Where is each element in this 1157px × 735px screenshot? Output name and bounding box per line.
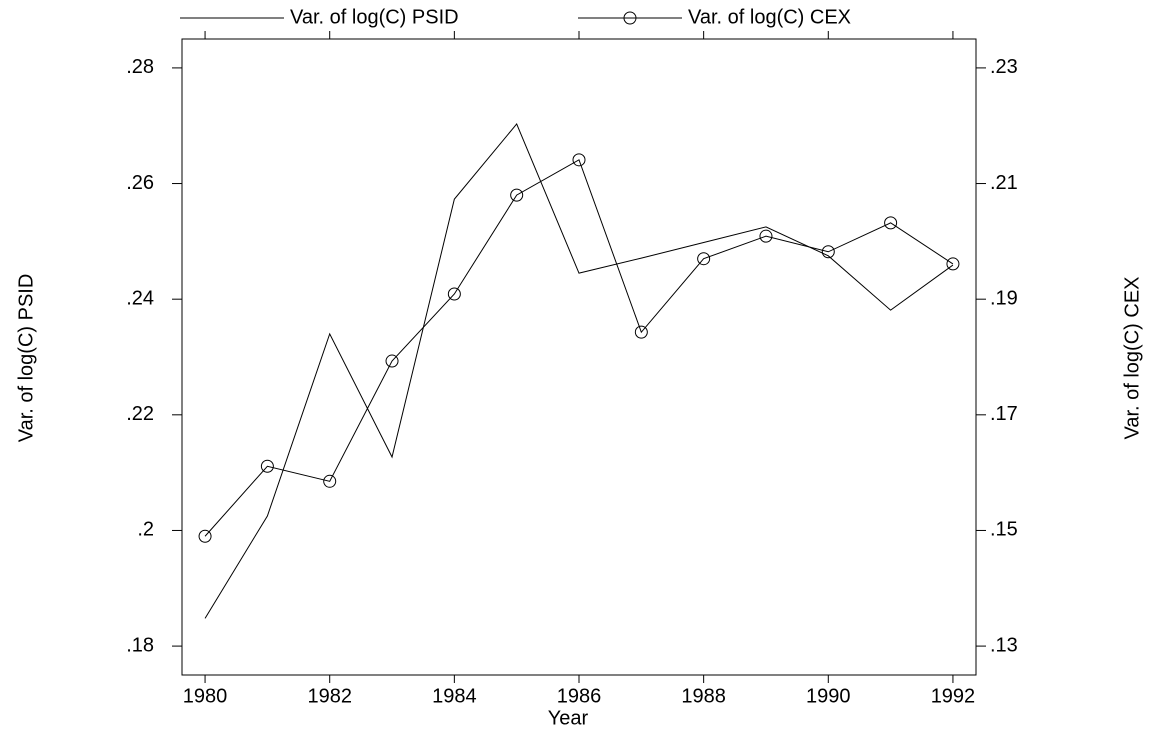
marker	[385, 354, 399, 368]
y2-tick-label: .23	[990, 56, 1018, 78]
legend-marker	[623, 11, 637, 25]
y2-tick-label: .15	[990, 519, 1018, 541]
x-tick-label: 1986	[557, 685, 602, 707]
x-axis-title: Year	[548, 707, 589, 729]
marker	[697, 252, 711, 266]
x-tick-label: 1984	[432, 685, 477, 707]
x-tick-label: 1990	[806, 685, 851, 707]
marker	[198, 529, 212, 543]
x-tick-label: 1988	[681, 685, 726, 707]
y2-tick-label: .17	[990, 403, 1018, 425]
y2-tick-label: .21	[990, 172, 1018, 194]
marker	[510, 188, 524, 202]
y-tick-label: .24	[126, 287, 154, 309]
marker	[946, 257, 960, 271]
series-line	[204, 159, 954, 537]
marker	[260, 459, 274, 473]
marker	[634, 325, 648, 339]
marker	[759, 229, 773, 243]
y2-tick-label: .13	[990, 634, 1018, 656]
legend-label: Var. of log(C) PSID	[290, 6, 459, 28]
y-tick-label: .18	[126, 634, 154, 656]
marker	[884, 216, 898, 230]
marker	[821, 245, 835, 259]
y-axis-title: Var. of log(C) PSID	[15, 274, 37, 443]
y2-tick-label: .19	[990, 287, 1018, 309]
y-tick-label: .28	[126, 56, 154, 78]
plot-frame	[181, 38, 977, 676]
x-tick-label: 1982	[307, 685, 352, 707]
y2-axis-title: Var. of log(C) CEX	[1121, 276, 1143, 439]
y-tick-label: .22	[126, 403, 154, 425]
series-line	[204, 123, 954, 619]
x-tick-label: 1980	[183, 685, 228, 707]
y-tick-label: .26	[126, 172, 154, 194]
marker	[572, 153, 586, 167]
marker	[323, 474, 337, 488]
marker	[447, 287, 461, 301]
x-tick-label: 1992	[931, 685, 976, 707]
y-tick-label: .2	[137, 519, 154, 541]
legend-label: Var. of log(C) CEX	[688, 6, 851, 28]
